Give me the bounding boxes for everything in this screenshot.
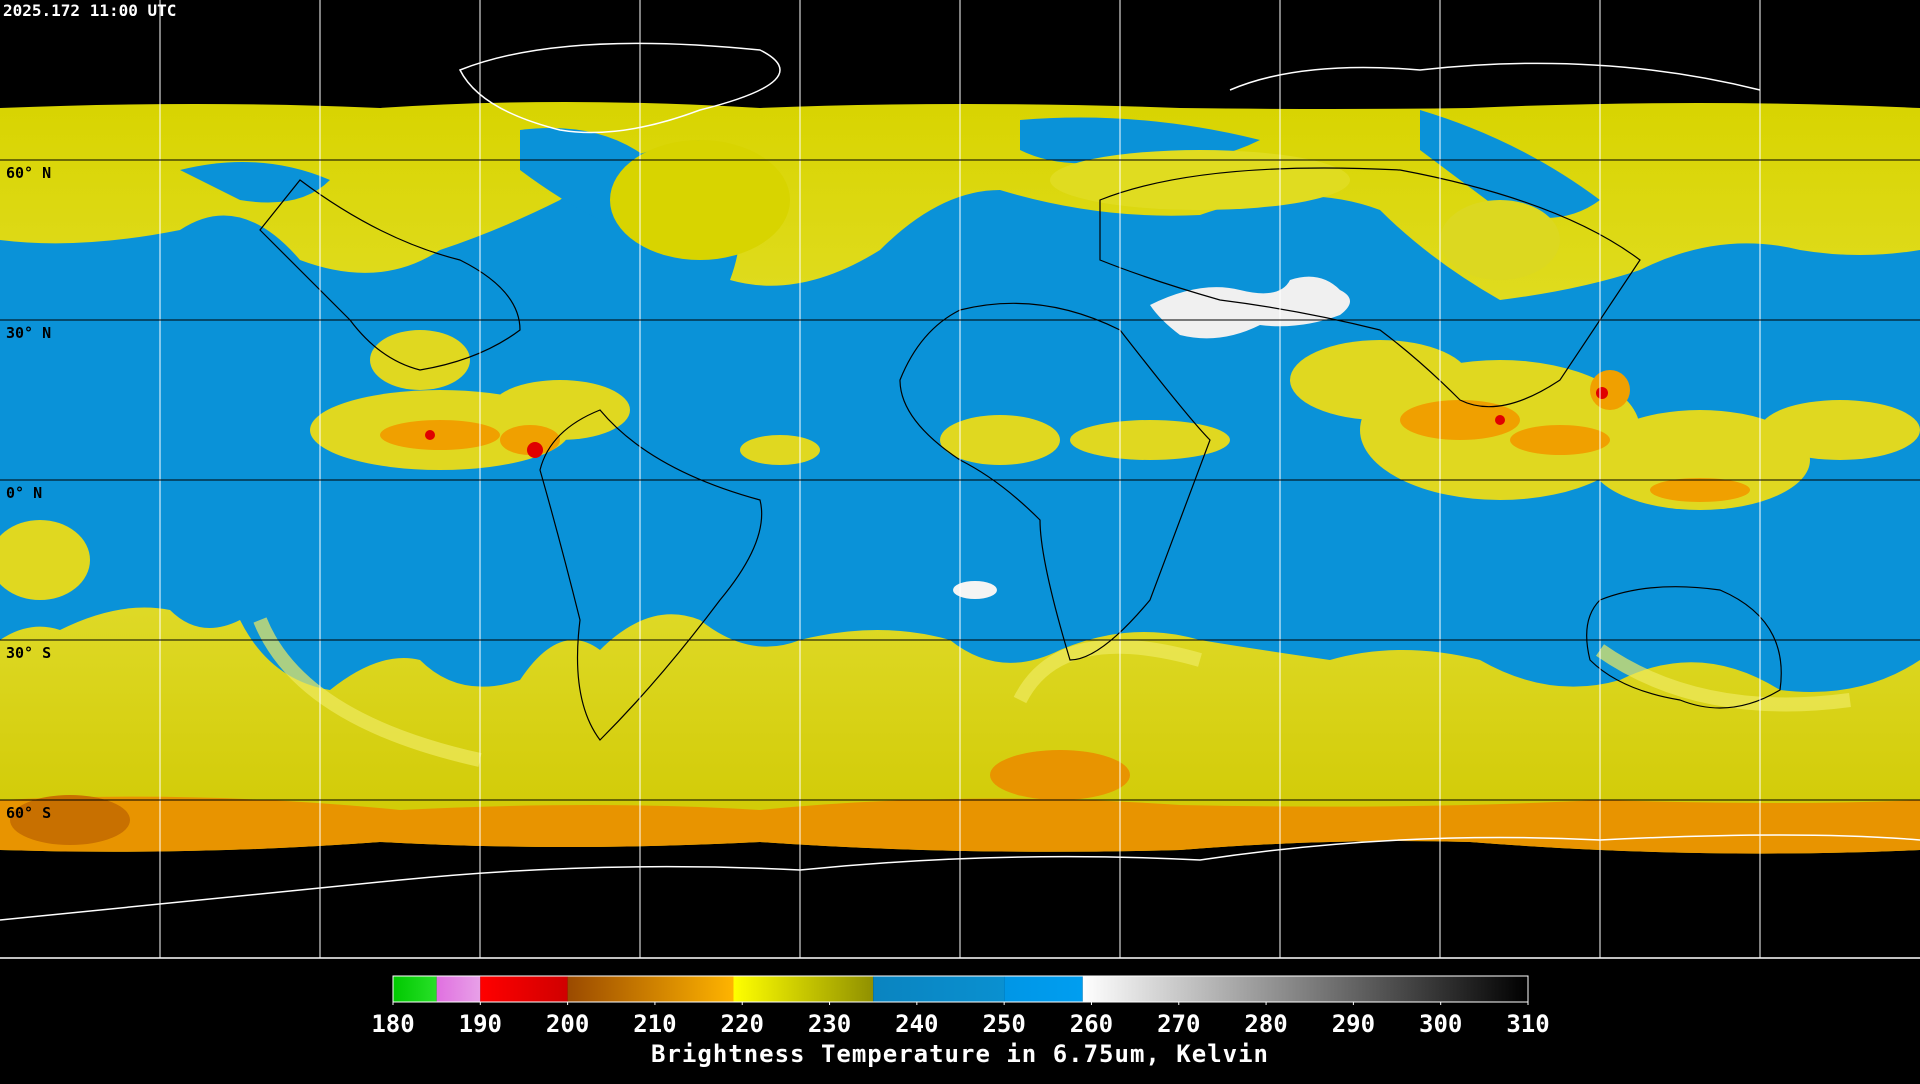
colorbar-tick-label: 240 [895, 1010, 938, 1038]
lat-label: 60° N [6, 164, 51, 182]
coastlines [259, 167, 1782, 741]
colorbar-tick-label: 310 [1506, 1010, 1549, 1038]
colorbar-tick-label: 220 [721, 1010, 764, 1038]
colorbar-frame [392, 975, 1529, 1003]
colorbar-tick-label: 250 [982, 1010, 1025, 1038]
colorbar-segment [873, 976, 1005, 1002]
colorbar: 180 190 200 210 220 230 240 250 260 270 280 290 300 3… [371, 975, 1550, 1038]
colorbar-title: Brightness Temperature in 6.75um, Kelvin [651, 1040, 1269, 1068]
colorbar-tick-label: 180 [371, 1010, 414, 1038]
lat-label: 60° S [6, 804, 51, 822]
colorbar-segment [1004, 976, 1083, 1002]
lat-labels: 60° N 30° N 0° N 30° S 60° S [6, 164, 51, 822]
colorbar-tick-label: 260 [1070, 1010, 1113, 1038]
colorbar-segment [480, 976, 568, 1002]
colorbar-tick-label: 290 [1332, 1010, 1375, 1038]
lat-label: 30° S [6, 644, 51, 662]
colorbar-tick-label: 280 [1244, 1010, 1287, 1038]
colorbar-tick-label: 270 [1157, 1010, 1200, 1038]
colorbar-tick-label: 230 [808, 1010, 851, 1038]
lat-label: 30° N [6, 324, 51, 342]
colorbar-segment [436, 976, 481, 1002]
colorbar-segment [393, 976, 437, 1002]
colorbar-segment [1082, 976, 1528, 1002]
colorbar-segment [733, 976, 874, 1002]
colorbar-tick-label: 190 [459, 1010, 502, 1038]
lat-label: 0° N [6, 484, 42, 502]
timestamp: 2025.172 11:00 UTC [3, 1, 176, 20]
colorbar-tick-label: 300 [1419, 1010, 1462, 1038]
colorbar-segment [567, 976, 734, 1002]
colorbar-tick-label: 210 [633, 1010, 676, 1038]
colorbar-tick-label: 200 [546, 1010, 589, 1038]
polar-coastlines [0, 42, 1920, 921]
graticule [0, 0, 1920, 959]
